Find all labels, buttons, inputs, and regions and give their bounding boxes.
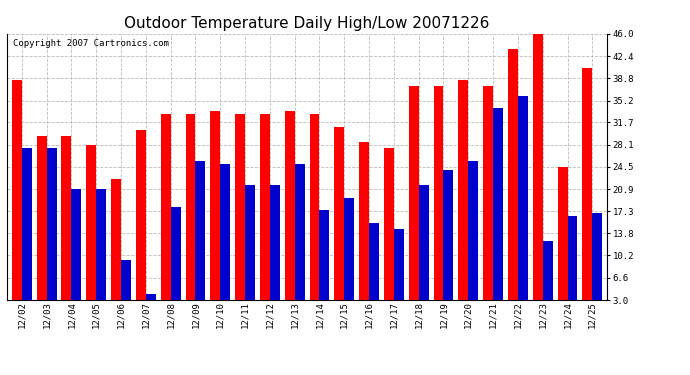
Bar — [136, 130, 146, 319]
Bar — [170, 207, 181, 319]
Bar — [220, 164, 230, 319]
Bar — [195, 160, 206, 319]
Bar — [47, 148, 57, 319]
Bar — [444, 170, 453, 319]
Bar — [121, 260, 131, 319]
Bar — [543, 241, 553, 319]
Bar — [71, 189, 81, 319]
Bar — [270, 186, 279, 319]
Bar — [592, 213, 602, 319]
Bar — [61, 136, 71, 319]
Bar — [558, 167, 567, 319]
Text: Copyright 2007 Cartronics.com: Copyright 2007 Cartronics.com — [13, 39, 169, 48]
Bar — [344, 198, 354, 319]
Bar — [86, 145, 96, 319]
Bar — [111, 179, 121, 319]
Bar — [433, 86, 444, 319]
Bar — [96, 189, 106, 319]
Bar — [533, 34, 543, 319]
Bar — [310, 114, 319, 319]
Bar — [384, 148, 394, 319]
Bar — [22, 148, 32, 319]
Bar — [161, 114, 170, 319]
Bar — [408, 86, 419, 319]
Bar — [186, 114, 195, 319]
Bar — [508, 49, 518, 319]
Bar — [235, 114, 245, 319]
Bar — [567, 216, 578, 319]
Bar — [369, 223, 379, 319]
Bar — [146, 294, 156, 319]
Bar — [518, 96, 528, 319]
Bar — [295, 164, 304, 319]
Bar — [210, 111, 220, 319]
Bar — [12, 80, 22, 319]
Bar — [245, 186, 255, 319]
Bar — [458, 80, 469, 319]
Bar — [319, 210, 329, 319]
Bar — [37, 136, 47, 319]
Bar — [335, 127, 344, 319]
Bar — [419, 186, 428, 319]
Bar — [285, 111, 295, 319]
Bar — [483, 86, 493, 319]
Title: Outdoor Temperature Daily High/Low 20071226: Outdoor Temperature Daily High/Low 20071… — [124, 16, 490, 31]
Bar — [582, 68, 592, 319]
Bar — [493, 108, 503, 319]
Bar — [260, 114, 270, 319]
Bar — [469, 160, 478, 319]
Bar — [359, 142, 369, 319]
Bar — [394, 229, 404, 319]
